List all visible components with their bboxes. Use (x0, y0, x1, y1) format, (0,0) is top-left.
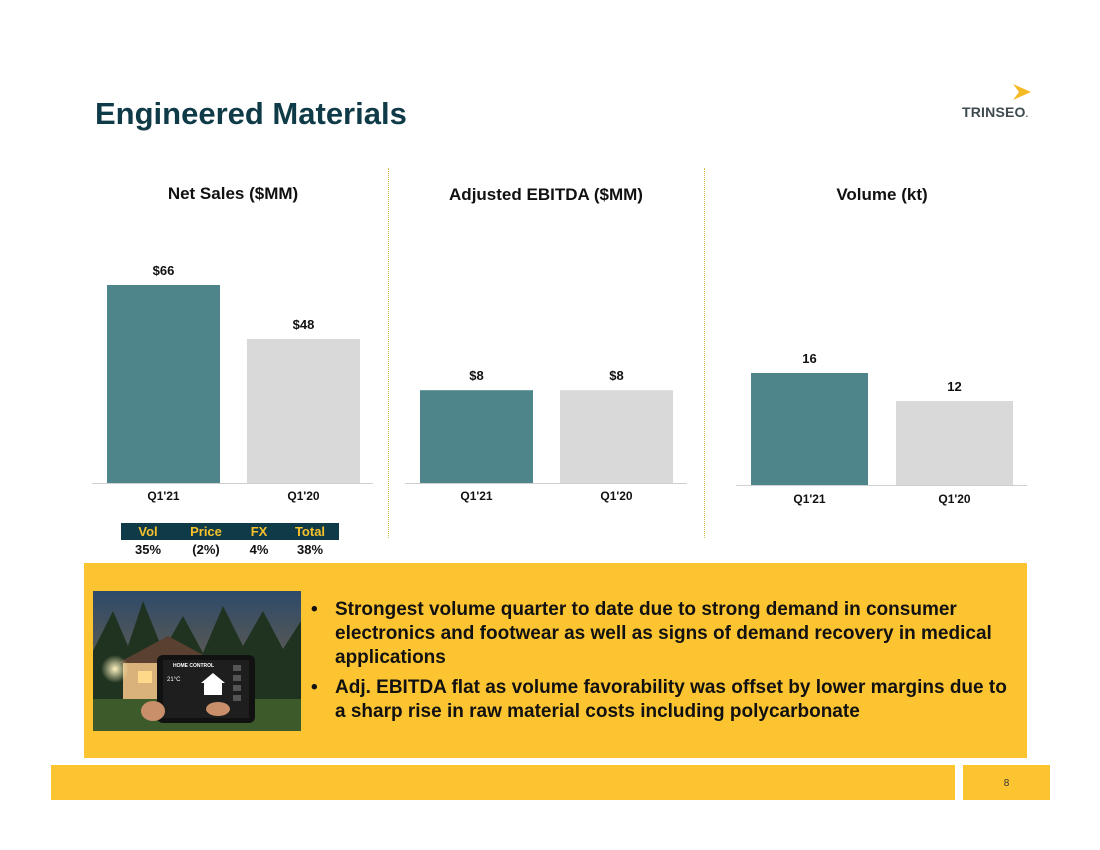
bar-net-sales-2 (247, 339, 360, 483)
bar-volume-1 (751, 373, 868, 485)
chart-title-adjusted-ebitda: Adjusted EBITDA ($MM) (449, 185, 643, 204)
bridge-value-price: (2%) (192, 541, 220, 557)
data-label-adjusted-ebitda-2: $8 (609, 368, 623, 383)
category-label-adjusted-ebitda-2: Q1'20 (600, 489, 633, 503)
highlights-panel: HOME CONTROL 21°C Strongest volume quart… (84, 563, 1027, 758)
highlight-bullet-1: Strongest volume quarter to date due to … (306, 598, 1021, 670)
data-label-net-sales-2: $48 (293, 317, 315, 332)
highlight-bullet-2: Adj. EBITDA flat as volume favorability … (306, 676, 1021, 724)
photo-screen-title: HOME CONTROL (173, 663, 214, 669)
logo-mark: . (1025, 109, 1029, 119)
bar-adjusted-ebitda-1 (420, 390, 533, 483)
page-number: 8 (1003, 778, 1010, 789)
bridge-header-vol: Vol (138, 524, 158, 539)
footer-page-box: 8 (963, 765, 1050, 800)
category-label-adjusted-ebitda-1: Q1'21 (460, 489, 493, 503)
smart-home-photo: HOME CONTROL 21°C (93, 591, 301, 731)
bridge-header-price: Price (190, 524, 222, 539)
chart-divider-1 (388, 168, 389, 538)
sales-bridge-table: Vol Price FX Total 35% (2%) 4% 38% (121, 523, 339, 558)
footer-bar (51, 765, 955, 800)
data-label-volume-1: 16 (802, 351, 816, 366)
page-title: Engineered Materials (95, 96, 407, 131)
category-label-net-sales-2: Q1'20 (287, 489, 320, 503)
bar-adjusted-ebitda-2 (560, 390, 673, 483)
bar-net-sales-1 (107, 285, 220, 483)
bridge-value-row: 35% (2%) 4% 38% (121, 540, 339, 558)
bridge-header-fx: FX (250, 524, 268, 539)
category-label-net-sales-1: Q1'21 (147, 489, 180, 503)
bridge-header-row: Vol Price FX Total (121, 523, 339, 540)
data-label-net-sales-1: $66 (153, 263, 175, 278)
bridge-header-total: Total (294, 524, 326, 539)
highlights-list: Strongest volume quarter to date due to … (306, 598, 1021, 730)
trinseo-logo: TRINSEO. (962, 84, 1036, 124)
bar-volume-2 (896, 401, 1013, 485)
data-label-volume-2: 12 (947, 379, 961, 394)
logo-text: TRINSEO (962, 104, 1026, 120)
category-label-volume-2: Q1'20 (938, 492, 971, 506)
category-label-volume-1: Q1'21 (793, 492, 826, 506)
chart-title-net-sales: Net Sales ($MM) (167, 184, 299, 203)
smart-home-illustration: HOME CONTROL 21°C (93, 591, 301, 731)
bridge-value-fx: 4% (249, 541, 269, 557)
chart-title-volume: Volume (kt) (836, 185, 928, 204)
photo-temperature: 21°C (167, 677, 181, 683)
bridge-value-vol: 35% (134, 541, 162, 557)
logo-chevron-icon (1013, 84, 1031, 100)
data-label-adjusted-ebitda-1: $8 (469, 368, 483, 383)
bridge-value-total: 38% (296, 541, 324, 557)
chart-divider-2 (704, 168, 705, 538)
